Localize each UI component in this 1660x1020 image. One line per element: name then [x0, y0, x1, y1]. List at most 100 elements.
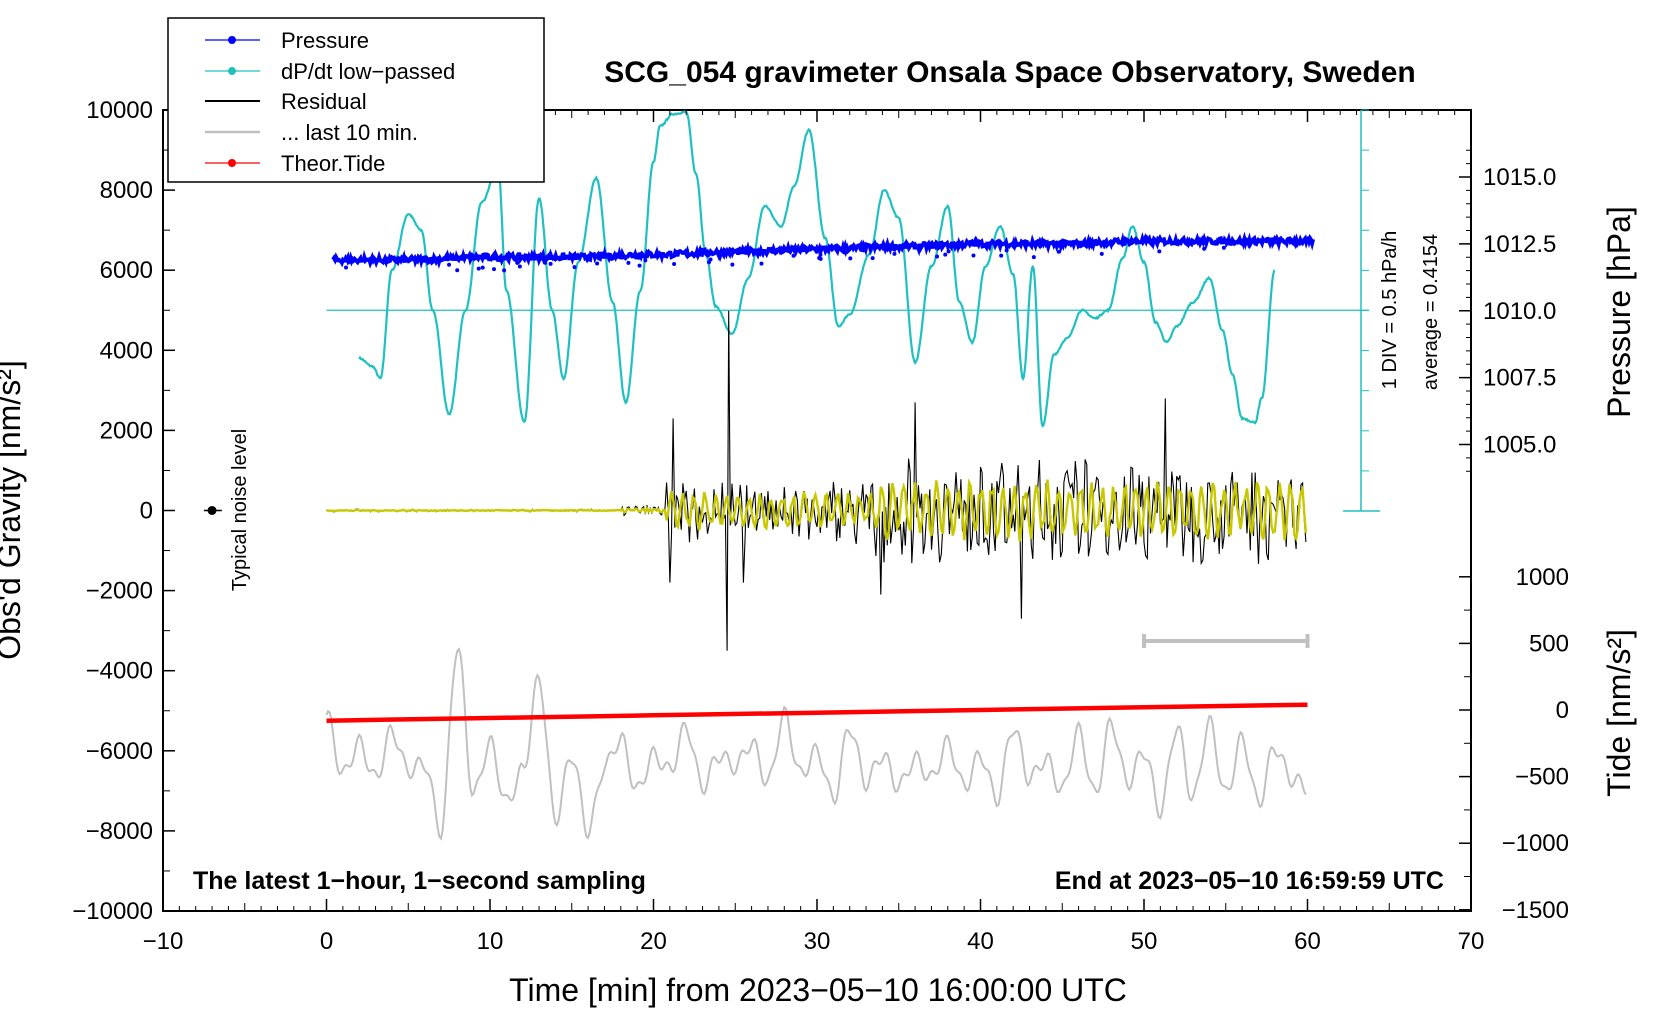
x-tick-label: 40: [967, 928, 994, 955]
pressure-point: [1031, 255, 1036, 260]
chart-title: SCG_054 gravimeter Onsala Space Observat…: [604, 56, 1416, 89]
last10-series: [325, 647, 1307, 841]
bottom-right-note: End at 2023−05−10 16:59:59 UTC: [1055, 867, 1444, 895]
x-axis-label: Time [min] from 2023−05−10 16:00:00 UTC: [509, 972, 1127, 1008]
chart-annotations: [203, 109, 1380, 648]
bottom-left-note: The latest 1−hour, 1−second sampling: [193, 867, 646, 895]
axes: −10 0 10 20 30 40 50 60 701000080006000400020000…: [72, 97, 1569, 955]
last10-line: [325, 647, 1307, 841]
y-tick-label: 10000: [86, 97, 153, 124]
average-note: average = 0.4154: [1420, 234, 1442, 390]
pressure-point: [502, 268, 507, 273]
pressure-tick-label: 1012.5: [1483, 231, 1556, 258]
legend-pressure-label: Pressure: [281, 28, 369, 53]
pressure-point: [791, 253, 796, 258]
noise-label: Typical noise level: [229, 429, 251, 591]
pressure-point: [455, 268, 460, 273]
legend-tide-marker: [228, 159, 236, 167]
residual-lowpass-line: [326, 478, 1308, 543]
dpdt-line: [358, 110, 1276, 428]
pressure-point: [999, 253, 1004, 258]
pressure-point: [595, 261, 600, 266]
x-tick-label: 70: [1458, 928, 1485, 955]
pressure-series: [331, 231, 1316, 273]
pressure-point: [515, 260, 520, 265]
y-tick-label: 4000: [100, 337, 153, 364]
legend-dpdt-marker: [228, 67, 236, 75]
residual-lowpass-series: [326, 478, 1308, 543]
tide-tick-label: −1500: [1502, 897, 1569, 924]
pressure-point: [943, 252, 948, 257]
y-tick-label: −6000: [86, 738, 153, 765]
pressure-point: [637, 263, 642, 268]
x-tick-label: 20: [640, 928, 667, 955]
x-tick-label: 50: [1131, 928, 1158, 955]
pressure-point: [548, 261, 553, 266]
pressure-point: [344, 265, 349, 270]
y-tick-label: 2000: [100, 417, 153, 444]
pressure-point: [870, 256, 875, 261]
pressure-point: [1004, 248, 1009, 253]
pressure-point: [480, 265, 485, 270]
pressure-point: [626, 260, 631, 265]
pressure-tick-label: 1010.0: [1483, 298, 1556, 325]
y-tick-label: −4000: [86, 658, 153, 685]
pressure-point: [447, 262, 452, 267]
pressure-point: [572, 265, 577, 270]
tide-tick-label: 500: [1529, 630, 1569, 657]
x-tick-label: 30: [804, 928, 831, 955]
pressure-point: [1157, 249, 1162, 254]
legend-pressure-marker: [228, 36, 236, 44]
x-tick-label: 10: [477, 928, 504, 955]
legend-dpdt-label: dP/dt low−passed: [281, 59, 455, 84]
pressure-point: [706, 260, 711, 265]
tide-series: [326, 702, 1308, 723]
pressure-tick-label: 1005.0: [1483, 432, 1556, 459]
y-tick-label: 0: [140, 498, 153, 525]
y-axis-label-left: Obs'd Gravity [nm/s²]: [0, 360, 27, 660]
legend-last10-label: ... last 10 min.: [281, 120, 418, 145]
x-tick-label: 0: [320, 928, 333, 955]
pressure-point: [1056, 249, 1061, 254]
residual-series: [326, 310, 1307, 651]
residual-line: [326, 310, 1307, 651]
pressure-point: [1221, 245, 1226, 250]
div-note: 1 DIV = 0.5 hPa/h: [1379, 231, 1401, 389]
tide-tick-label: 0: [1556, 697, 1569, 724]
pressure-point: [817, 256, 822, 261]
y-tick-label: −2000: [86, 578, 153, 605]
y-tick-label: 8000: [100, 177, 153, 204]
legend: Pressure dP/dt low−passed Residual ... l…: [167, 17, 545, 183]
y-tick-label: −10000: [72, 898, 153, 925]
legend-residual-label: Residual: [281, 89, 367, 114]
x-tick-label: −10: [143, 928, 184, 955]
pressure-point: [1202, 246, 1207, 251]
dpdt-series: [358, 110, 1276, 428]
y-tick-label: 6000: [100, 257, 153, 284]
pressure-point: [892, 251, 897, 256]
tide-tick-label: 1000: [1516, 564, 1569, 591]
pressure-point: [971, 253, 976, 258]
pressure-line: [331, 231, 1316, 269]
y-axis-label-pressure: Pressure [hPa]: [1601, 206, 1637, 418]
pressure-point: [818, 252, 823, 257]
pressure-tick-label: 1015.0: [1483, 164, 1556, 191]
pressure-point: [848, 256, 853, 261]
pressure-point: [643, 258, 648, 263]
pressure-tick-label: 1007.5: [1483, 365, 1556, 392]
pressure-point: [759, 261, 764, 266]
legend-tide-label: Theor.Tide: [281, 151, 385, 176]
pressure-point: [476, 266, 481, 271]
pressure-point: [672, 262, 677, 267]
y-tick-label: −8000: [86, 818, 153, 845]
tide-tick-label: −500: [1515, 764, 1569, 791]
y-axis-label-tide: Tide [nm/s²]: [1601, 629, 1637, 797]
pressure-point: [543, 260, 548, 265]
pressure-point: [491, 267, 496, 272]
pressure-point: [730, 262, 735, 267]
pressure-point: [1099, 251, 1104, 256]
tide-line: [326, 702, 1308, 723]
tide-tick-label: −1000: [1502, 830, 1569, 857]
x-tick-label: 60: [1294, 928, 1321, 955]
